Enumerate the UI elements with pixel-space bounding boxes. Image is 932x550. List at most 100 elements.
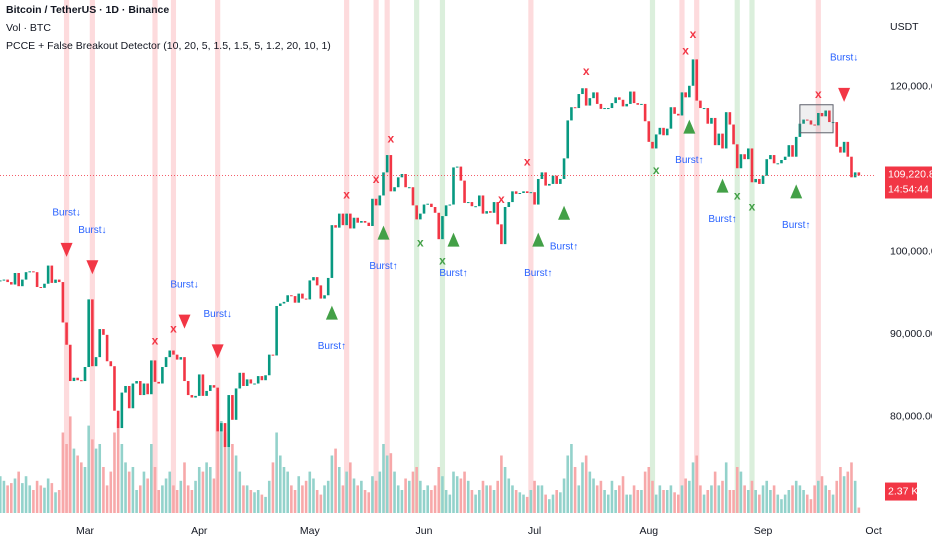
volume-bar	[570, 444, 573, 513]
volume-bar	[658, 485, 662, 513]
volume-bar	[688, 480, 691, 513]
x-tick-label: Oct	[865, 525, 881, 537]
last-volume-tag	[885, 482, 917, 501]
candle-body	[592, 92, 595, 99]
volume-bar	[135, 490, 138, 513]
volume-bar	[721, 480, 724, 513]
false-breakout-marker: x	[170, 322, 177, 336]
candle-body	[194, 395, 197, 398]
volume-bar	[138, 485, 142, 513]
volume-bar	[227, 398, 231, 513]
candle-body	[10, 282, 13, 285]
signal-band	[679, 0, 685, 513]
candle-body	[21, 279, 24, 287]
volume-bar	[50, 483, 54, 513]
candle-body	[477, 195, 481, 207]
candle-body	[813, 124, 816, 126]
volume-bar	[24, 476, 28, 513]
candle-body	[536, 178, 540, 205]
volume-bar	[559, 492, 562, 513]
candle-body	[138, 381, 142, 396]
signal-band	[373, 0, 379, 513]
candle-body	[426, 203, 430, 205]
bands-layer	[63, 0, 821, 513]
volume-bar	[787, 490, 791, 513]
candle-body	[599, 103, 603, 109]
volume-bar	[57, 490, 61, 513]
candle-body	[632, 91, 636, 104]
candle-body	[455, 166, 459, 168]
candle-body	[691, 59, 695, 86]
volume-bar	[83, 467, 87, 513]
volume-bar	[290, 485, 293, 513]
candle-body	[345, 213, 348, 226]
volume-bar	[430, 490, 433, 513]
candle-body	[640, 103, 643, 105]
signal-band	[815, 0, 821, 513]
candle-body	[743, 154, 746, 160]
candle-body	[577, 94, 581, 109]
candle-body	[411, 187, 415, 206]
candle-body	[802, 119, 805, 124]
candle-body	[382, 172, 385, 196]
candle-body	[518, 192, 522, 194]
volume-bar	[94, 448, 98, 513]
candle-body	[614, 97, 617, 104]
candle-body	[695, 59, 699, 101]
candle-body	[846, 141, 850, 157]
volume-bar	[223, 432, 227, 513]
volume-bar	[231, 444, 234, 513]
candle-body	[747, 148, 750, 160]
volume-bar	[17, 471, 20, 513]
volume-bar	[43, 487, 46, 513]
false-breakout-marker: x	[152, 334, 159, 348]
volume-bar	[437, 467, 441, 513]
volume-bar	[452, 471, 455, 513]
false-breakout-marker: x	[690, 27, 697, 41]
candle-body	[175, 354, 179, 360]
volume-bar	[665, 490, 669, 513]
candle-body	[514, 191, 518, 194]
candle-body	[245, 379, 249, 386]
volume-bar	[735, 467, 739, 513]
candle-body	[98, 329, 102, 358]
candle-body	[625, 103, 628, 107]
volume-bar	[750, 480, 754, 513]
candle-body	[441, 216, 444, 240]
volume-bar	[91, 439, 94, 513]
burst-up-label: Burst↑	[369, 261, 397, 272]
signal-band	[734, 0, 740, 513]
candle-body	[183, 357, 186, 382]
candle-body	[378, 195, 382, 206]
candle-body	[787, 145, 791, 157]
candle-body	[35, 272, 39, 288]
volume-bar	[382, 444, 385, 513]
candle-body	[559, 178, 562, 184]
volume-bar	[400, 490, 404, 513]
volume-bar	[533, 480, 536, 513]
last-price-tag	[885, 166, 932, 199]
volume-bar	[621, 476, 625, 513]
volume-bar	[699, 485, 702, 513]
signal-band	[528, 0, 534, 513]
candle-body	[548, 183, 551, 186]
candles-layer	[0, 59, 861, 448]
volume-bar	[253, 492, 256, 513]
signal-band	[649, 0, 656, 513]
candle-body	[131, 383, 135, 409]
candle-body	[573, 107, 577, 109]
candle-body	[267, 354, 271, 376]
candle-body	[127, 385, 131, 409]
candle-body	[651, 141, 654, 149]
candle-body	[562, 158, 566, 179]
candle-body	[124, 385, 127, 393]
volume-bar	[680, 485, 684, 513]
candle-body	[665, 128, 669, 136]
candle-body	[533, 192, 536, 205]
candle-body	[422, 204, 426, 214]
volume-bar	[146, 478, 149, 513]
burst-up-label: Burst↑	[675, 155, 703, 166]
volume-bar	[293, 490, 297, 513]
